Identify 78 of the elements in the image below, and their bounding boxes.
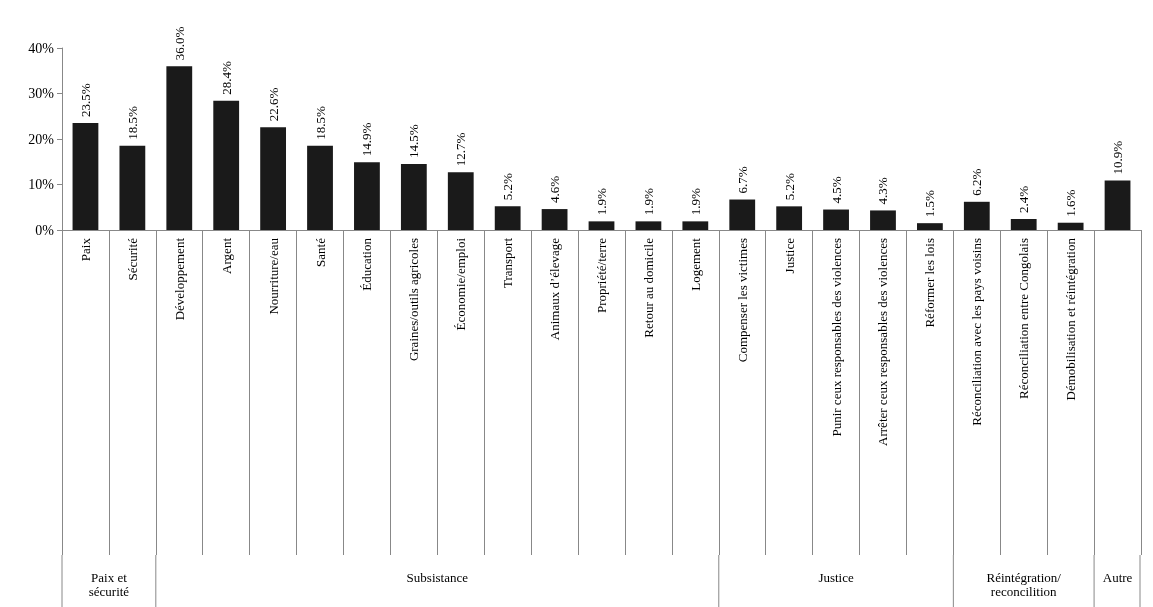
x-tick-label: Développement (171, 237, 187, 321)
data-label: 2.4% (1016, 185, 1032, 214)
x-tick-label: Argent (218, 237, 234, 274)
y-tick-label: 30% (28, 86, 55, 101)
text: Autre (1102, 569, 1133, 585)
x-tick-label: Paix (77, 237, 93, 262)
x-tick-label: Propriété/terre (594, 237, 609, 314)
bar (635, 221, 662, 230)
x-tick-label: Retour au domicile (640, 237, 656, 338)
data-label: 10.9% (1110, 140, 1126, 175)
x-tick-label: Transport (500, 237, 516, 289)
y-tick-label: 40% (28, 40, 55, 56)
text: Subsistance (406, 569, 469, 585)
x-tick-label: Justice (781, 237, 797, 274)
data-label: 5.2% (781, 173, 797, 201)
y-tick-label: 20% (28, 131, 55, 147)
data-label: 1.9% (687, 188, 703, 216)
x-tick-label: Compenser les victimes (734, 238, 750, 363)
data-label: 4.6% (547, 175, 563, 204)
x-tick-label: Punir ceux responsables des violences (828, 238, 844, 437)
data-label: 4.5% (828, 176, 844, 204)
data-label: 1.6% (1063, 189, 1079, 217)
bar (400, 164, 427, 230)
x-tick-label: Démobilisation et réintégration (1063, 237, 1079, 401)
data-label: 14.9% (359, 122, 375, 157)
x-tick-label: Graines/outils agricoles (406, 238, 422, 362)
bar (776, 206, 803, 230)
x-tick-label: Logement (687, 237, 703, 291)
x-tick-label: Sécurité (124, 237, 140, 281)
data-label: 12.7% (453, 132, 469, 167)
data-label: 18.5% (124, 106, 140, 140)
bar (119, 145, 146, 230)
bar (1057, 222, 1084, 230)
text: Réintégration/ reconcilition (986, 569, 1062, 599)
bar (72, 123, 99, 230)
bar (494, 206, 521, 230)
x-tick-label: Animaux d’élevage (547, 237, 563, 341)
bar (682, 221, 709, 230)
bar (1104, 180, 1131, 230)
bar (729, 199, 756, 230)
x-tick-label: Réconciliation entre Congolais (1016, 238, 1032, 400)
bar (213, 100, 240, 230)
text: Justice (818, 569, 854, 585)
y-tick-label: 10% (28, 177, 55, 192)
bar (541, 209, 568, 230)
x-tick-label: Réconciliation avec les pays voisins (969, 238, 985, 426)
x-tick-label: Arrêter ceux responsables des violences (875, 238, 891, 446)
data-label: 18.5% (312, 106, 328, 140)
data-label: 23.5% (77, 83, 93, 118)
x-tick-label: Santé (312, 237, 328, 267)
x-tick-label: Économie/emploi (453, 237, 469, 331)
bar (354, 162, 380, 230)
data-label: 4.3% (875, 177, 891, 205)
data-label: 28.4% (218, 61, 234, 95)
data-label: 1.9% (640, 188, 656, 216)
data-label: 14.5% (406, 124, 422, 159)
x-tick-label: Nourriture/eau (265, 237, 281, 315)
x-tick-label: Éducation (359, 237, 375, 291)
data-label: 1.5% (922, 189, 938, 218)
x-tick-label: Réformer les lois (922, 238, 938, 328)
bar (307, 145, 333, 230)
bar (588, 221, 615, 230)
bar (823, 209, 849, 230)
y-tick-label: 0% (35, 222, 55, 238)
data-label: 5.2% (500, 173, 516, 201)
data-label: 6.2% (969, 168, 985, 196)
data-label: 22.6% (265, 87, 281, 122)
data-label: 1.9% (594, 188, 609, 216)
data-label: 36.0% (171, 26, 187, 61)
bar (916, 223, 943, 230)
bar (1010, 219, 1037, 230)
bar (447, 172, 474, 230)
bar (260, 127, 287, 230)
data-label: 6.7% (734, 166, 750, 194)
bar (963, 201, 990, 230)
text: Paix et sécurité (88, 569, 130, 599)
bar (870, 210, 896, 230)
bar (166, 66, 193, 230)
